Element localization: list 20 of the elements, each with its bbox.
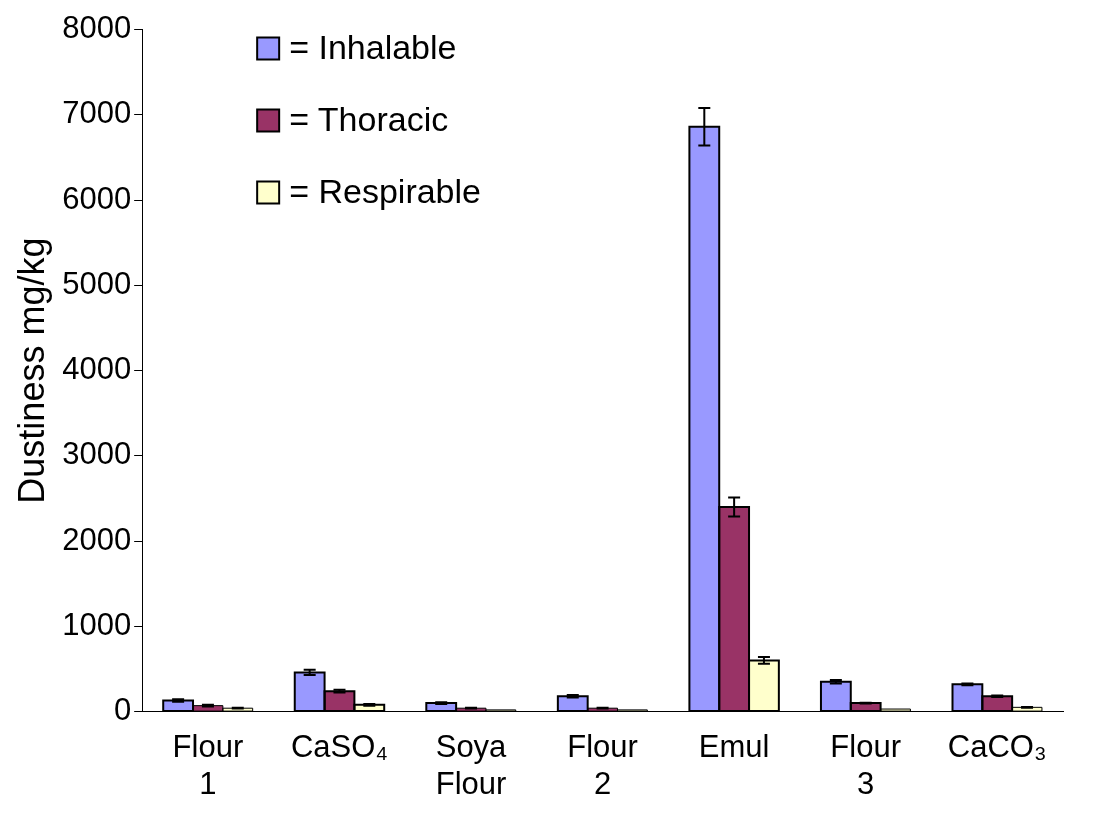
- y-tick-label: 0: [113, 692, 132, 728]
- x-tick-label: CaCO₃: [947, 728, 1047, 764]
- x-tick-label: Emul: [698, 728, 770, 764]
- legend-label: = Respirable: [289, 171, 482, 210]
- legend-label: = Inhalable: [289, 27, 457, 66]
- x-tick-label: Soya Flour: [435, 728, 508, 801]
- y-axis-title: Dustiness mg/kg: [10, 237, 52, 504]
- y-tick-label: 8000: [62, 10, 132, 46]
- legend-label: = Thoracic: [289, 99, 449, 138]
- y-tick-label: 5000: [62, 265, 132, 301]
- x-tick-label: Flour 3: [830, 728, 901, 801]
- x-tick-label: CaSO₄: [290, 728, 389, 764]
- x-tick-label: Flour 1: [172, 728, 244, 801]
- y-tick-label: 2000: [62, 521, 132, 557]
- y-tick-label: 3000: [62, 436, 132, 472]
- x-tick-label: Flour 2: [567, 728, 638, 801]
- y-tick-label: 7000: [62, 95, 132, 131]
- y-tick-label: 4000: [62, 351, 132, 387]
- y-tick-label: 1000: [62, 606, 132, 642]
- y-tick-label: 6000: [62, 180, 132, 216]
